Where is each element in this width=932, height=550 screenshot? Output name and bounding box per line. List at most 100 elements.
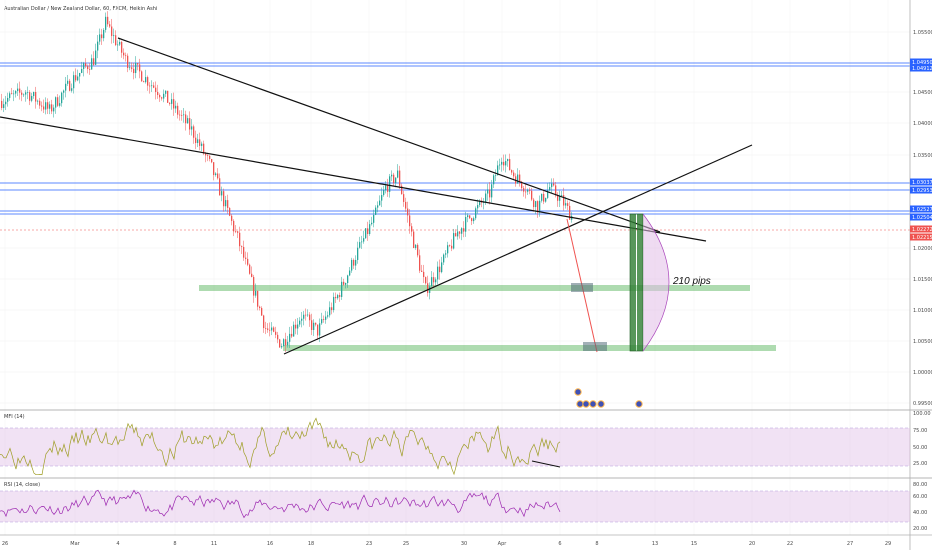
candle-body <box>397 170 399 178</box>
candle-body <box>469 215 471 219</box>
candle-body <box>91 58 93 70</box>
candle-body <box>401 185 403 195</box>
mfi-band <box>0 428 910 466</box>
candle-body <box>371 222 373 225</box>
candle-body <box>49 104 51 109</box>
candle-body <box>189 118 191 130</box>
candle-body <box>419 255 421 271</box>
trendline-upper <box>117 37 661 233</box>
candle-body <box>121 41 123 53</box>
candle-body <box>529 189 531 191</box>
candle-body <box>487 189 489 194</box>
price-label-box <box>910 233 932 241</box>
candle-body <box>155 87 157 92</box>
candle-body <box>171 99 173 104</box>
candle-body <box>79 72 81 77</box>
candle-body <box>255 290 257 296</box>
candle-body <box>519 174 521 182</box>
candle-body <box>387 185 389 192</box>
candle-body <box>163 93 165 99</box>
candle-body <box>89 69 91 70</box>
measure-arc <box>642 213 670 352</box>
candle-body <box>129 67 131 69</box>
time-tick: 22 <box>787 541 793 547</box>
candle-body <box>425 277 427 284</box>
candle-body <box>309 314 311 321</box>
time-tick: Apr <box>498 541 508 547</box>
candle-body <box>429 286 431 293</box>
time-tick: 8 <box>595 541 598 547</box>
price-label: 1.02953 <box>912 188 932 194</box>
candle-body <box>15 91 17 94</box>
candle-body <box>37 100 39 102</box>
time-axis[interactable]: 26 Mar 4 8 11 16 18 23 25 30 Apr 6 8 13 15 20 22 27 29 <box>2 541 891 547</box>
candle-body <box>567 203 569 206</box>
candle-body <box>11 93 13 95</box>
candle-body <box>513 172 515 177</box>
candle-body <box>365 228 367 239</box>
candle-body <box>1 100 3 108</box>
candle-body <box>299 320 301 325</box>
chart-title: Australian Dollar / New Zealand Dollar, … <box>4 6 157 12</box>
candle-body <box>501 161 503 165</box>
event-marker <box>582 400 590 408</box>
candle-body <box>123 52 125 56</box>
candle-body <box>239 232 241 247</box>
candle-body <box>377 205 379 208</box>
candle-body <box>157 91 159 95</box>
candle-body <box>305 314 307 316</box>
time-tick: Mar <box>70 541 80 547</box>
candle-body <box>417 244 419 256</box>
candle-body <box>479 200 481 206</box>
candle-body <box>211 158 213 163</box>
price-label: 1.04950 <box>912 60 932 66</box>
candle-body <box>539 200 541 213</box>
mfi-label: MFI (14) <box>4 414 25 420</box>
candle-body <box>343 281 345 285</box>
candle-body <box>117 44 119 46</box>
candle-body <box>321 319 323 324</box>
candle-body <box>187 118 189 124</box>
candle-body <box>161 97 163 99</box>
price-tick: 1.02000 <box>913 246 932 252</box>
candle-body <box>353 259 355 266</box>
candle-body <box>563 195 565 206</box>
candle-body <box>449 245 451 246</box>
candle-body <box>39 100 41 106</box>
price-axis[interactable]: 1.05500 1.04500 1.04000 1.03500 1.02000 1.015… <box>913 30 932 407</box>
candle-body <box>25 92 27 95</box>
candle-body <box>433 277 435 283</box>
candle-body <box>29 92 31 101</box>
candle-body <box>339 295 341 297</box>
candle-body <box>565 203 567 206</box>
time-tick: 18 <box>308 541 314 547</box>
candle-body <box>213 162 215 176</box>
candle-body <box>253 276 255 296</box>
candle-body <box>327 315 329 317</box>
candle-body <box>207 155 209 157</box>
candle-body <box>541 193 543 201</box>
candle-body <box>205 153 207 156</box>
candle-body <box>167 90 169 103</box>
candle-body <box>27 92 29 93</box>
candle-body <box>409 215 411 227</box>
candle-body <box>477 205 479 209</box>
price-tick: 1.00000 <box>913 370 932 376</box>
candle-body <box>485 193 487 203</box>
rsi-axis: 80.00 60.00 40.00 20.00 <box>913 482 927 532</box>
candle-body <box>195 137 197 143</box>
candle-body <box>249 264 251 274</box>
candle-body <box>323 319 325 320</box>
candle-body <box>227 200 229 208</box>
candle-body <box>113 35 115 37</box>
candle-body <box>33 91 35 97</box>
oscillator-tick: 80.00 <box>913 482 927 488</box>
candle-body <box>437 266 439 280</box>
candle-body <box>31 96 33 101</box>
candle-body <box>283 339 285 347</box>
candle-body <box>137 63 139 65</box>
time-tick: 4 <box>116 541 119 547</box>
candle-body <box>511 170 513 173</box>
